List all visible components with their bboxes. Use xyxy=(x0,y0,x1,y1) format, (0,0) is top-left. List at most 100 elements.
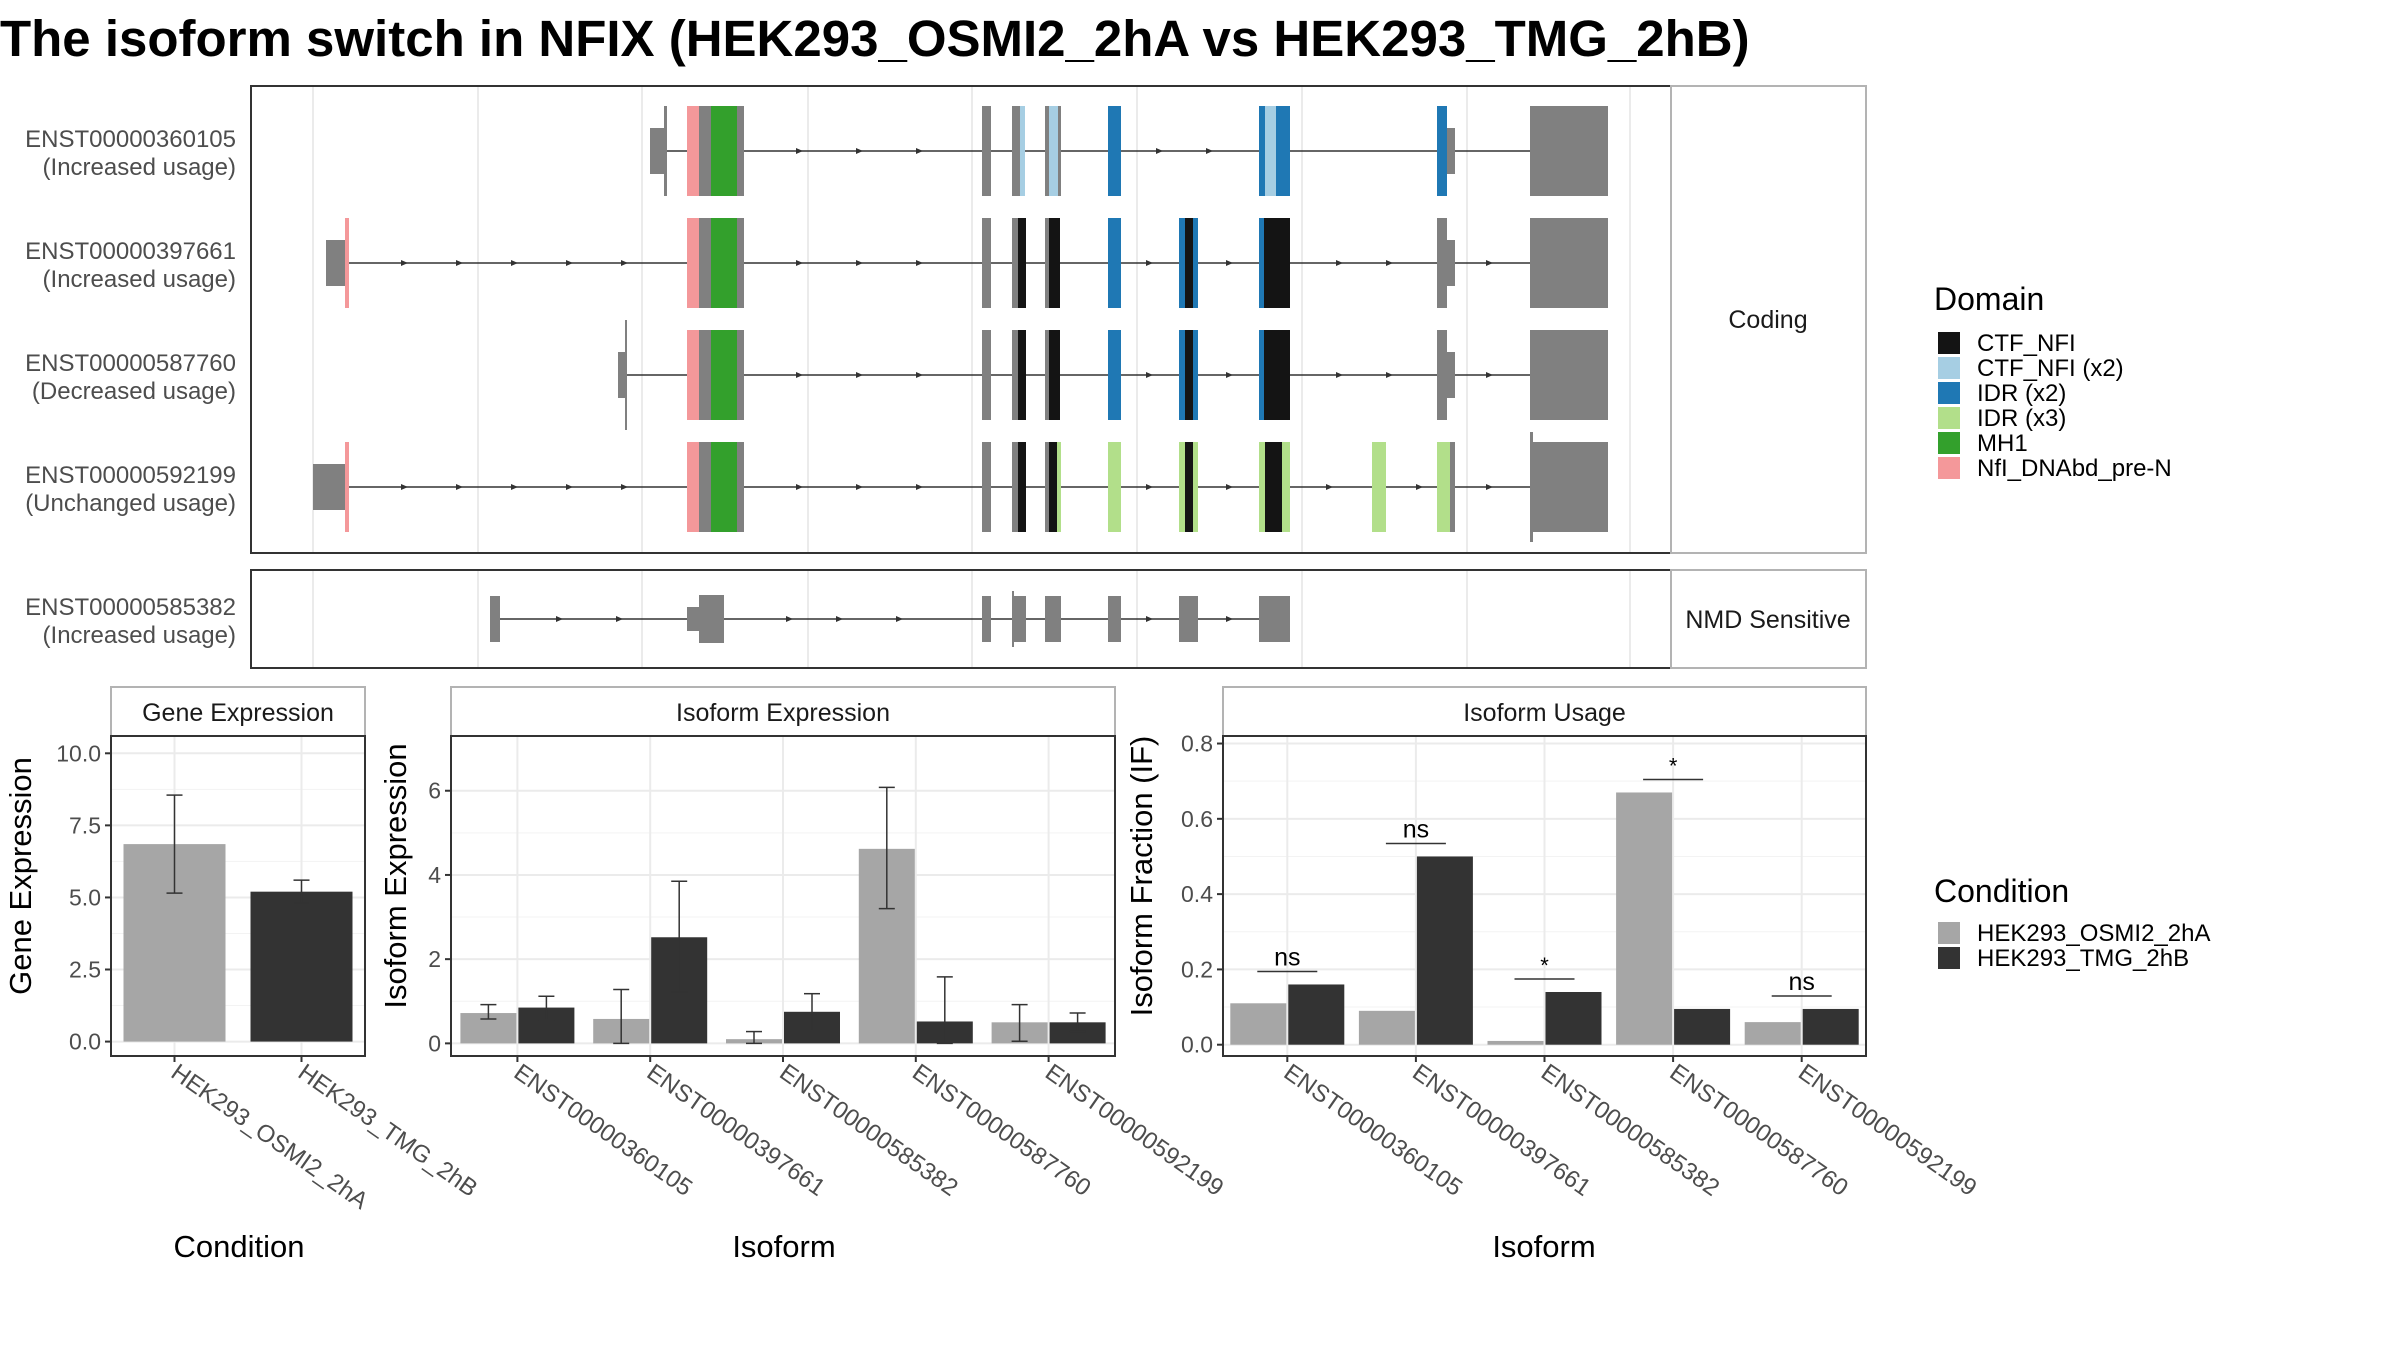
direction-arrow xyxy=(1156,148,1163,154)
domain-segment xyxy=(1259,442,1265,532)
direction-arrow xyxy=(1486,484,1493,490)
direction-arrow xyxy=(1416,484,1423,490)
condition-legend-title: Condition xyxy=(1934,873,2069,909)
domain-segment xyxy=(1049,330,1060,420)
direction-arrow xyxy=(796,260,803,266)
domain-legend-key xyxy=(1938,432,1960,454)
bar xyxy=(1802,1008,1859,1045)
domain-segment xyxy=(711,442,737,532)
direction-arrow xyxy=(401,260,408,266)
exon xyxy=(313,464,345,510)
y-tick-label: 0 xyxy=(428,1030,441,1056)
panel-strip xyxy=(450,686,1116,737)
domain-legend-key xyxy=(1938,332,1960,354)
direction-arrow xyxy=(916,372,923,378)
exon xyxy=(1045,596,1061,642)
direction-arrow xyxy=(566,260,573,266)
panel-border xyxy=(110,735,366,1057)
domain-segment xyxy=(1018,330,1026,420)
isoform-label: ENST00000397661 xyxy=(25,238,236,265)
isoform-label: ENST00000585382 xyxy=(25,594,236,621)
domain-segment xyxy=(345,442,349,532)
direction-arrow xyxy=(401,484,408,490)
exon xyxy=(1045,106,1049,196)
exon xyxy=(1012,330,1018,420)
domain-segment xyxy=(1179,330,1185,420)
bar xyxy=(1049,1022,1106,1044)
direction-arrow xyxy=(511,260,518,266)
domain-segment xyxy=(1179,442,1185,532)
domain-segment xyxy=(1049,218,1060,308)
exon xyxy=(1108,596,1121,642)
direction-arrow xyxy=(786,616,793,622)
domain-legend-key xyxy=(1938,457,1960,479)
domain-segment xyxy=(1057,442,1061,532)
domain-segment xyxy=(1282,442,1290,532)
domain-segment xyxy=(687,442,699,532)
domain-legend-label: MH1 xyxy=(1977,430,2028,457)
exon xyxy=(1530,330,1608,420)
figure-title: The isoform switch in NFIX (HEK293_OSMI2… xyxy=(0,10,1750,67)
domain-segment xyxy=(1108,106,1121,196)
domain-segment xyxy=(1108,218,1121,308)
significance-label: ns xyxy=(1403,815,1429,843)
exon xyxy=(1012,218,1018,308)
exon xyxy=(699,330,711,420)
exon xyxy=(1045,218,1049,308)
exon xyxy=(1045,442,1049,532)
exon xyxy=(1012,596,1026,642)
exon xyxy=(1259,596,1290,642)
y-axis-title: Gene Expression xyxy=(3,757,38,995)
significance-label: * xyxy=(1669,753,1678,778)
bar xyxy=(1230,1003,1287,1045)
direction-arrow xyxy=(1226,372,1233,378)
direction-arrow xyxy=(1146,484,1153,490)
condition-legend-key xyxy=(1938,947,1960,969)
direction-arrow xyxy=(1226,260,1233,266)
direction-arrow xyxy=(1336,260,1343,266)
domain-legend-label: NfI_DNAbd_pre-N xyxy=(1977,455,2172,482)
y-tick-label: 6 xyxy=(428,778,441,804)
domain-segment xyxy=(1108,330,1121,420)
domain-segment xyxy=(1185,330,1193,420)
direction-arrow xyxy=(556,616,563,622)
domain-legend-key xyxy=(1938,357,1960,379)
direction-arrow xyxy=(456,260,463,266)
exon xyxy=(1530,432,1533,542)
domain-segment xyxy=(1185,218,1193,308)
direction-arrow xyxy=(616,616,623,622)
exon xyxy=(1012,106,1020,196)
direction-arrow xyxy=(511,484,518,490)
coding-strip-label: Coding xyxy=(1728,306,1807,334)
domain-legend-label: CTF_NFI xyxy=(1977,330,2076,357)
bar xyxy=(1744,1022,1801,1045)
x-axis-title: Isoform xyxy=(732,1229,835,1264)
domain-segment xyxy=(1259,106,1265,196)
isoform-label: ENST00000360105 xyxy=(25,126,236,153)
exon xyxy=(1179,596,1198,642)
y-tick-label: 5.0 xyxy=(69,884,101,910)
panel-strip-label: Isoform Expression xyxy=(676,699,890,727)
domain-segment xyxy=(1437,442,1450,532)
exon xyxy=(737,442,744,532)
nmd-strip-label: NMD Sensitive xyxy=(1685,606,1850,634)
exon xyxy=(1437,330,1447,420)
domain-segment xyxy=(1179,218,1185,308)
domain-segment xyxy=(1259,218,1264,308)
domain-legend-label: CTF_NFI (x2) xyxy=(1977,355,2124,382)
domain-segment xyxy=(664,106,667,196)
direction-arrow xyxy=(621,484,628,490)
panel-strip-label: Isoform Usage xyxy=(1463,699,1626,727)
exon xyxy=(737,218,744,308)
y-tick-label: 10.0 xyxy=(56,740,101,766)
domain-segment xyxy=(687,106,699,196)
domain-segment xyxy=(1264,330,1290,420)
y-tick-label: 2 xyxy=(428,946,441,972)
domain-segment xyxy=(1193,330,1198,420)
y-tick-label: 4 xyxy=(428,862,441,888)
domain-legend-label: IDR (x2) xyxy=(1977,380,2066,407)
domain-legend-title: Domain xyxy=(1934,281,2044,317)
isoform-usage-label: (Decreased usage) xyxy=(32,378,236,405)
exon xyxy=(1437,218,1447,308)
